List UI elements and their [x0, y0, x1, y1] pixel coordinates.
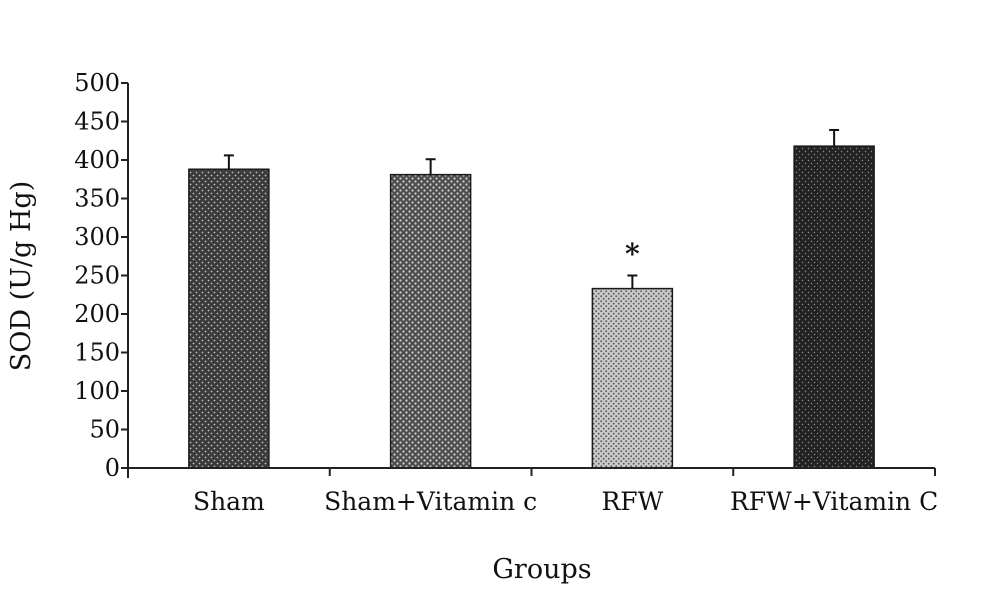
y-axis-title: SOD (U/g Hg): [6, 181, 37, 371]
y-tick-label: 50: [89, 416, 120, 444]
bar-sham: [188, 168, 270, 469]
y-tick-label: 450: [74, 108, 120, 136]
y-tick-label: 200: [74, 300, 120, 328]
x-tick-label: Sham: [193, 487, 265, 516]
significance-marker: *: [625, 238, 640, 271]
x-tick-label: Sham+Vitamin c: [324, 487, 537, 516]
y-tick-label: 350: [74, 185, 120, 213]
bar-rfw: [591, 287, 674, 469]
x-tick-label: RFW: [601, 487, 663, 516]
y-tick-label: 0: [105, 454, 120, 482]
bars: *: [188, 128, 875, 469]
bar-sham-vitamin-c: [389, 173, 472, 469]
y-axis: 0 50 100 150 200 250 300 350 400 450 500: [74, 69, 129, 482]
bar-rfw-vitamin-c: [793, 145, 875, 469]
x-axis-title: Groups: [492, 554, 591, 585]
x-tick-label: RFW+Vitamin C: [730, 487, 938, 516]
y-tick-label: 400: [74, 146, 120, 174]
y-tick-label: 100: [74, 377, 120, 405]
y-tick-label: 250: [74, 262, 120, 290]
y-tick-label: 300: [74, 223, 120, 251]
x-axis: Sham Sham+Vitamin c RFW RFW+Vitamin C: [128, 467, 938, 516]
y-tick-label: 500: [74, 69, 120, 97]
y-tick-label: 150: [74, 339, 120, 367]
